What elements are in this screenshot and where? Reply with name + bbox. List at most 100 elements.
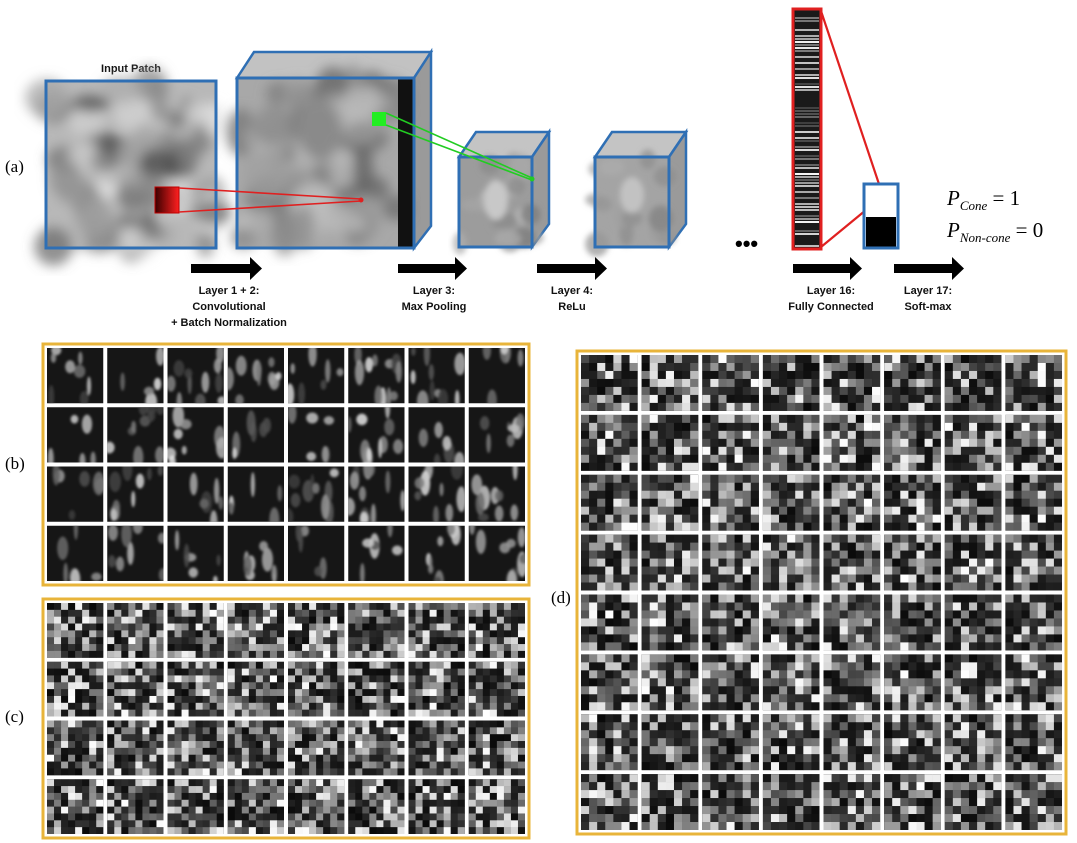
cube-max-pooling [452,127,552,255]
layer-1-2-line2: Convolutional [192,301,265,313]
feature-map-tile [468,525,525,581]
feature-map-tile [702,355,759,411]
feature-map-tile [167,720,224,776]
feature-map-tile [823,774,881,830]
feature-map-tile [468,779,525,834]
panel-c: (c) [5,597,531,840]
feature-map-tile [702,474,759,531]
feature-map-tile [702,714,759,771]
feature-map-tile [348,466,405,522]
feature-map-tile [47,779,104,834]
feature-map-tile [227,661,284,717]
ellipsis-dots: ••• [735,231,758,256]
feature-map-tile [762,474,820,531]
svg-text:PNon-cone = 0: PNon-cone = 0 [946,218,1043,245]
layer-16-line2: Fully Connected [788,301,874,313]
feature-map-tile [408,661,465,717]
p-cone-symbol: P [946,186,960,210]
feature-map-tile [702,774,759,830]
p-cone-subscript: Cone [960,198,988,213]
feature-map-tile [762,714,820,771]
feature-map-tile [227,348,284,404]
feature-map-tile [884,654,941,711]
receptive-field-green [372,112,386,126]
feature-map-tile [884,594,941,651]
feature-map-tile [581,774,638,830]
feature-map-tile [107,661,164,717]
feature-map-tile [944,474,1002,531]
feature-map-grid-b [47,348,525,581]
feature-map-tile [884,414,941,471]
layer-arrows [191,257,964,280]
feature-map-tile [227,466,284,522]
feature-map-tile [581,654,638,711]
feature-map-tile [107,603,164,658]
feature-map-tile [408,779,465,834]
feature-map-tile [1005,414,1062,471]
feature-map-tile [641,534,699,591]
p-noncone-subscript: Non-cone [959,230,1011,245]
red-connection-lines [178,187,364,213]
svg-text:PCone = 1: PCone = 1 [946,186,1020,213]
feature-map-tile [641,474,699,531]
feature-map-tile [468,603,525,658]
feature-map-tile [107,407,164,463]
feature-map-tile [47,720,104,776]
feature-map-tile [468,407,525,463]
feature-map-tile [884,714,941,771]
feature-map-tile [348,525,405,581]
softmax-output [862,182,900,250]
feature-map-tile [167,525,224,581]
green-connection-lines [385,112,535,182]
feature-map-tile [944,414,1002,471]
feature-map-tile [581,474,638,531]
feature-map-tile [1005,774,1062,830]
feature-map-tile [288,603,345,658]
feature-map-tile [944,355,1002,411]
feature-map-tile [702,654,759,711]
feature-map-tile [408,525,465,581]
feature-map-tile [107,525,164,581]
feature-map-tile [288,348,345,404]
feature-map-tile [47,407,104,463]
feature-map-tile [823,474,881,531]
feature-map-tile [762,774,820,830]
layer-4-line2: ReLu [558,301,586,313]
feature-map-tile [823,714,881,771]
feature-map-tile [288,466,345,522]
feature-map-tile [107,466,164,522]
feature-map-tile [762,594,820,651]
feature-map-tile [702,594,759,651]
layer-3-line2: Max Pooling [402,301,467,313]
feature-map-tile [408,603,465,658]
feature-map-tile [167,779,224,834]
feature-map-tile [408,720,465,776]
feature-map-tile [47,466,104,522]
layer-4-line1: Layer 4: [551,285,593,297]
feature-map-tile [348,661,405,717]
layer-1-2-line1: Layer 1 + 2: [199,285,260,297]
layer-3-line1: Layer 3: [413,285,455,297]
layer-1-2-line3: + Batch Normalization [171,317,287,329]
feature-map-tile [288,720,345,776]
feature-map-tile [944,594,1002,651]
input-patch [25,66,232,266]
feature-map-tile [702,414,759,471]
feature-map-tile [823,594,881,651]
feature-map-tile [1005,474,1062,531]
feature-map-tile [167,348,224,404]
feature-map-tile [581,594,638,651]
feature-map-tile [408,348,465,404]
feature-map-tile [167,407,224,463]
feature-map-grid-d [581,355,1062,830]
receptive-field-red [154,186,180,214]
feature-map-tile [702,534,759,591]
feature-map-tile [47,348,104,404]
feature-map-tile [348,348,405,404]
feature-map-tile [1005,355,1062,411]
feature-map-tile [167,603,224,658]
panel-c-label: (c) [5,707,24,726]
feature-map-tile [1005,594,1062,651]
feature-map-tile [823,414,881,471]
